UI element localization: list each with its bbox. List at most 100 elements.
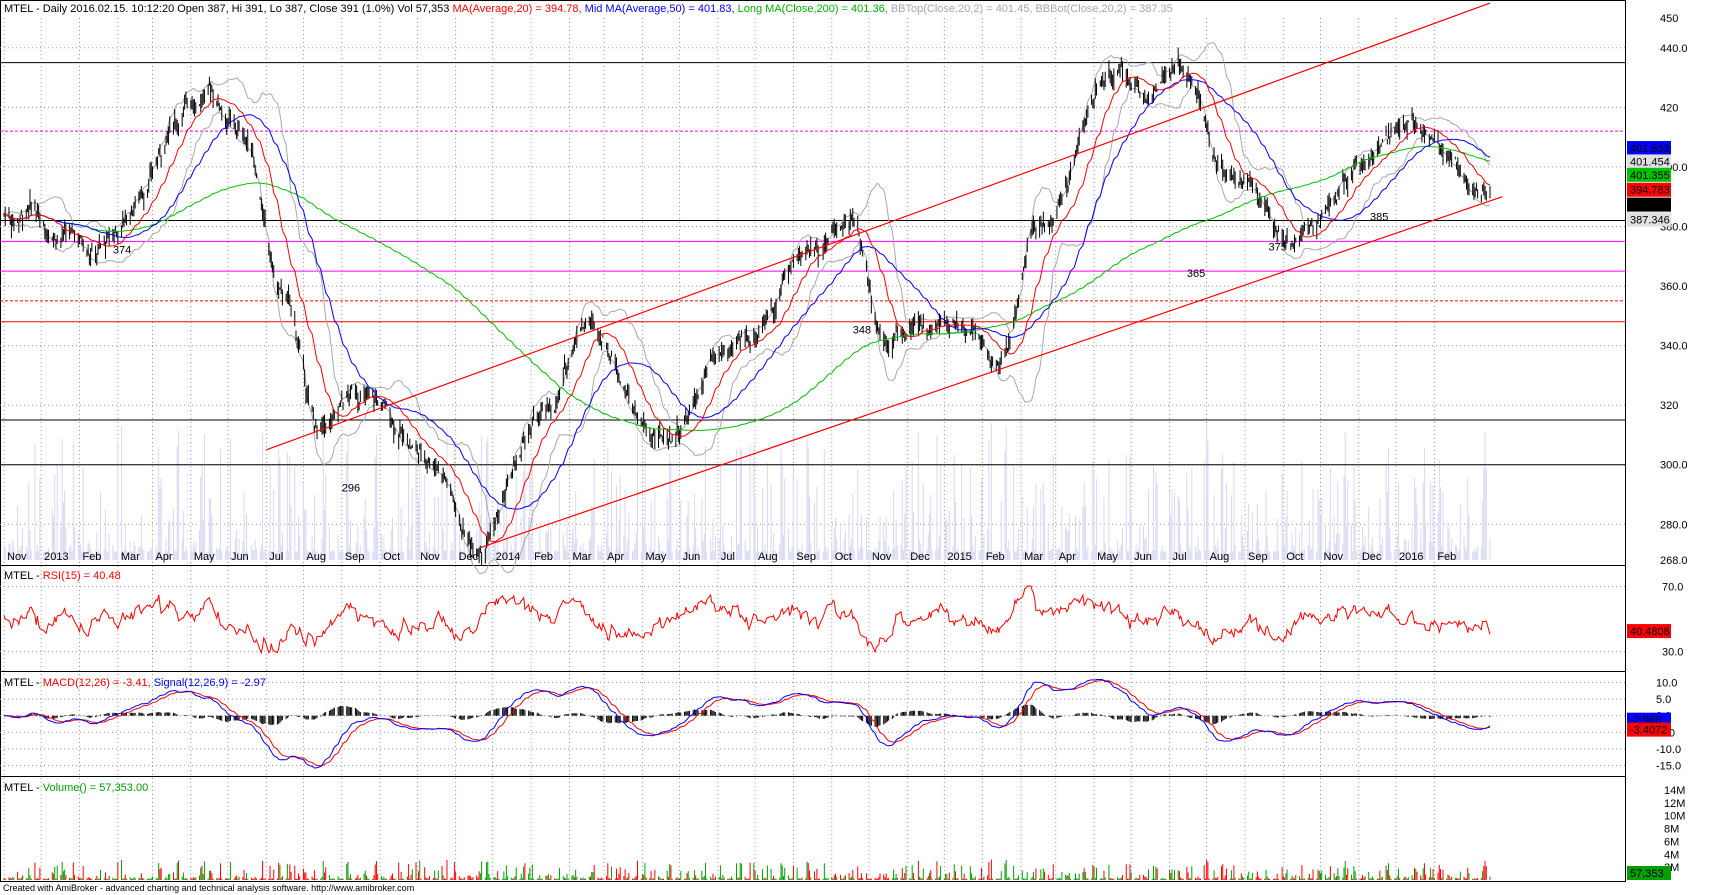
month-tick-label: May — [645, 551, 666, 563]
volume-legend: Volume() = 57,353.00 — [43, 782, 149, 794]
month-tick-label: Nov — [420, 551, 440, 563]
macd-tick-label: 10.0 — [1656, 678, 1677, 690]
month-tick-label: Dec — [1362, 551, 1382, 563]
price-tick-label: 300.0 — [1660, 460, 1688, 472]
volume-pane — [0, 776, 1626, 882]
month-tick-label: Mar — [1024, 551, 1043, 563]
volume-title-prefix: MTEL - — [4, 782, 43, 794]
level-annotation: 375 — [1269, 241, 1287, 253]
volume-tick-label: 8M — [1664, 824, 1679, 836]
price-tick-label: 360.0 — [1660, 281, 1688, 293]
month-tick-label: Feb — [986, 551, 1005, 563]
month-tick-label: Sep — [796, 551, 816, 563]
ma50-badge-bg — [1627, 141, 1671, 156]
month-tick-label: Feb — [1437, 551, 1456, 563]
ma20-legend: MA(Average,20) = 394.78, — [452, 3, 581, 15]
month-tick-label: May — [1097, 551, 1118, 563]
month-tick-label: Dec — [459, 551, 479, 563]
level-annotation: 348 — [853, 325, 871, 337]
rsi-legend: RSI(15) = 40.48 — [43, 570, 121, 582]
month-tick-label: Sep — [345, 551, 365, 563]
month-tick-label: Jun — [231, 551, 249, 563]
macd-series — [4, 678, 1491, 769]
level-annotation: 374 — [113, 244, 131, 256]
volume-bars — [3, 859, 1491, 880]
month-tick-label: May — [194, 551, 215, 563]
month-tick-label: Apr — [155, 551, 172, 563]
ma50-badge: 401.833 — [1630, 143, 1670, 155]
close-badge-bg — [1627, 197, 1671, 212]
volume-title: MTEL - Volume() = 57,353.00 — [4, 782, 148, 794]
bbtop-legend: BBTop(Close,20,2) = 401.45, — [891, 3, 1033, 15]
month-tick-label: Jul — [269, 551, 283, 563]
bbbot-badge: 387.346 — [1630, 215, 1670, 227]
month-tick-label: Aug — [1210, 551, 1230, 563]
price-tick-label: 340.0 — [1660, 341, 1688, 353]
month-tick-label: Jul — [721, 551, 735, 563]
month-tick-label: Oct — [835, 551, 852, 563]
month-tick-label: Jun — [683, 551, 701, 563]
price-tick-label: 280.0 — [1660, 519, 1688, 531]
ma200-line — [3, 146, 1491, 431]
ma20-badge: 394.783 — [1630, 185, 1670, 197]
price-pane — [0, 0, 1626, 566]
price-bars — [3, 47, 1491, 566]
month-tick-label: Aug — [758, 551, 778, 563]
macd-tick-label: -15.0 — [1656, 760, 1681, 772]
month-tick-label: Nov — [872, 551, 892, 563]
bbbot-legend: BBBot(Close,20,2) = 387.35 — [1035, 3, 1172, 15]
month-tick-label: Oct — [383, 551, 400, 563]
ma50-legend: Mid MA(Average,50) = 401.83, — [585, 3, 735, 15]
price-tick-label: 450 — [1660, 13, 1678, 25]
volume-tick-label: 4M — [1664, 849, 1679, 861]
grid-layer — [0, 18, 1626, 880]
ma200-badge: 401.355 — [1630, 170, 1670, 182]
month-tick-label: 2013 — [44, 551, 68, 563]
level-annotation: 385 — [1370, 212, 1388, 224]
macd-line — [4, 678, 1491, 769]
volume-tick-label: 12M — [1664, 798, 1685, 810]
price-tick-label: 268.0 — [1660, 555, 1688, 567]
ma20-line — [3, 72, 1491, 543]
month-tick-label: Nov — [1323, 551, 1343, 563]
volume-badge: 57,353 — [1630, 868, 1664, 880]
price-volume-background — [3, 423, 1491, 560]
bbtop-badge: 401.454 — [1630, 156, 1670, 168]
price-tick-label: 320 — [1660, 400, 1678, 412]
rsi-badge: 40.4808 — [1630, 626, 1670, 638]
month-tick-label: 2015 — [947, 551, 971, 563]
channel-top-line — [266, 2, 1491, 451]
rsi-tick-label: 30.0 — [1662, 647, 1683, 659]
month-tick-label: 2016 — [1399, 551, 1423, 563]
volume-tick-label: 14M — [1664, 785, 1685, 797]
macd-badge-bg — [1627, 722, 1671, 737]
macd-legend: MACD(12,26) = -3.41, — [43, 677, 151, 689]
price-tick-label: 420 — [1660, 102, 1678, 114]
rsi-line — [3, 585, 1491, 655]
level-annotations: 374 296 348 365 375 385 — [113, 212, 1388, 495]
ma50-line — [3, 79, 1491, 510]
level-annotation: 296 — [342, 483, 360, 495]
volume-badge-bg — [1627, 866, 1671, 880]
volume-tick-label: 10M — [1664, 811, 1685, 823]
volume-tick-label: 6M — [1664, 836, 1679, 848]
bbtop-badge-bg — [1627, 154, 1671, 169]
macd-badge: -3.4072 — [1630, 725, 1667, 737]
ma200-badge-bg — [1627, 167, 1671, 182]
footer-credit: Created with AmiBroker - advanced charti… — [3, 883, 415, 893]
bbbot-badge-bg — [1627, 212, 1671, 227]
month-tick-label: Aug — [306, 551, 326, 563]
month-tick-label: Jun — [1134, 551, 1152, 563]
month-tick-label: Dec — [910, 551, 930, 563]
month-tick-label: Apr — [1059, 551, 1076, 563]
price-title-prefix: MTEL - Daily 2016.02.15. 10:12:20 Open 3… — [4, 3, 449, 15]
close-badge: 391 — [1630, 200, 1648, 212]
ma200-legend: Long MA(Close,200) = 401.36, — [738, 3, 888, 15]
macd-tick-label: -10.0 — [1656, 744, 1681, 756]
signal-line — [4, 679, 1491, 767]
month-tick-label: 2014 — [496, 551, 520, 563]
rsi-series — [3, 585, 1491, 655]
price-title: MTEL - Daily 2016.02.15. 10:12:20 Open 3… — [4, 3, 1173, 15]
